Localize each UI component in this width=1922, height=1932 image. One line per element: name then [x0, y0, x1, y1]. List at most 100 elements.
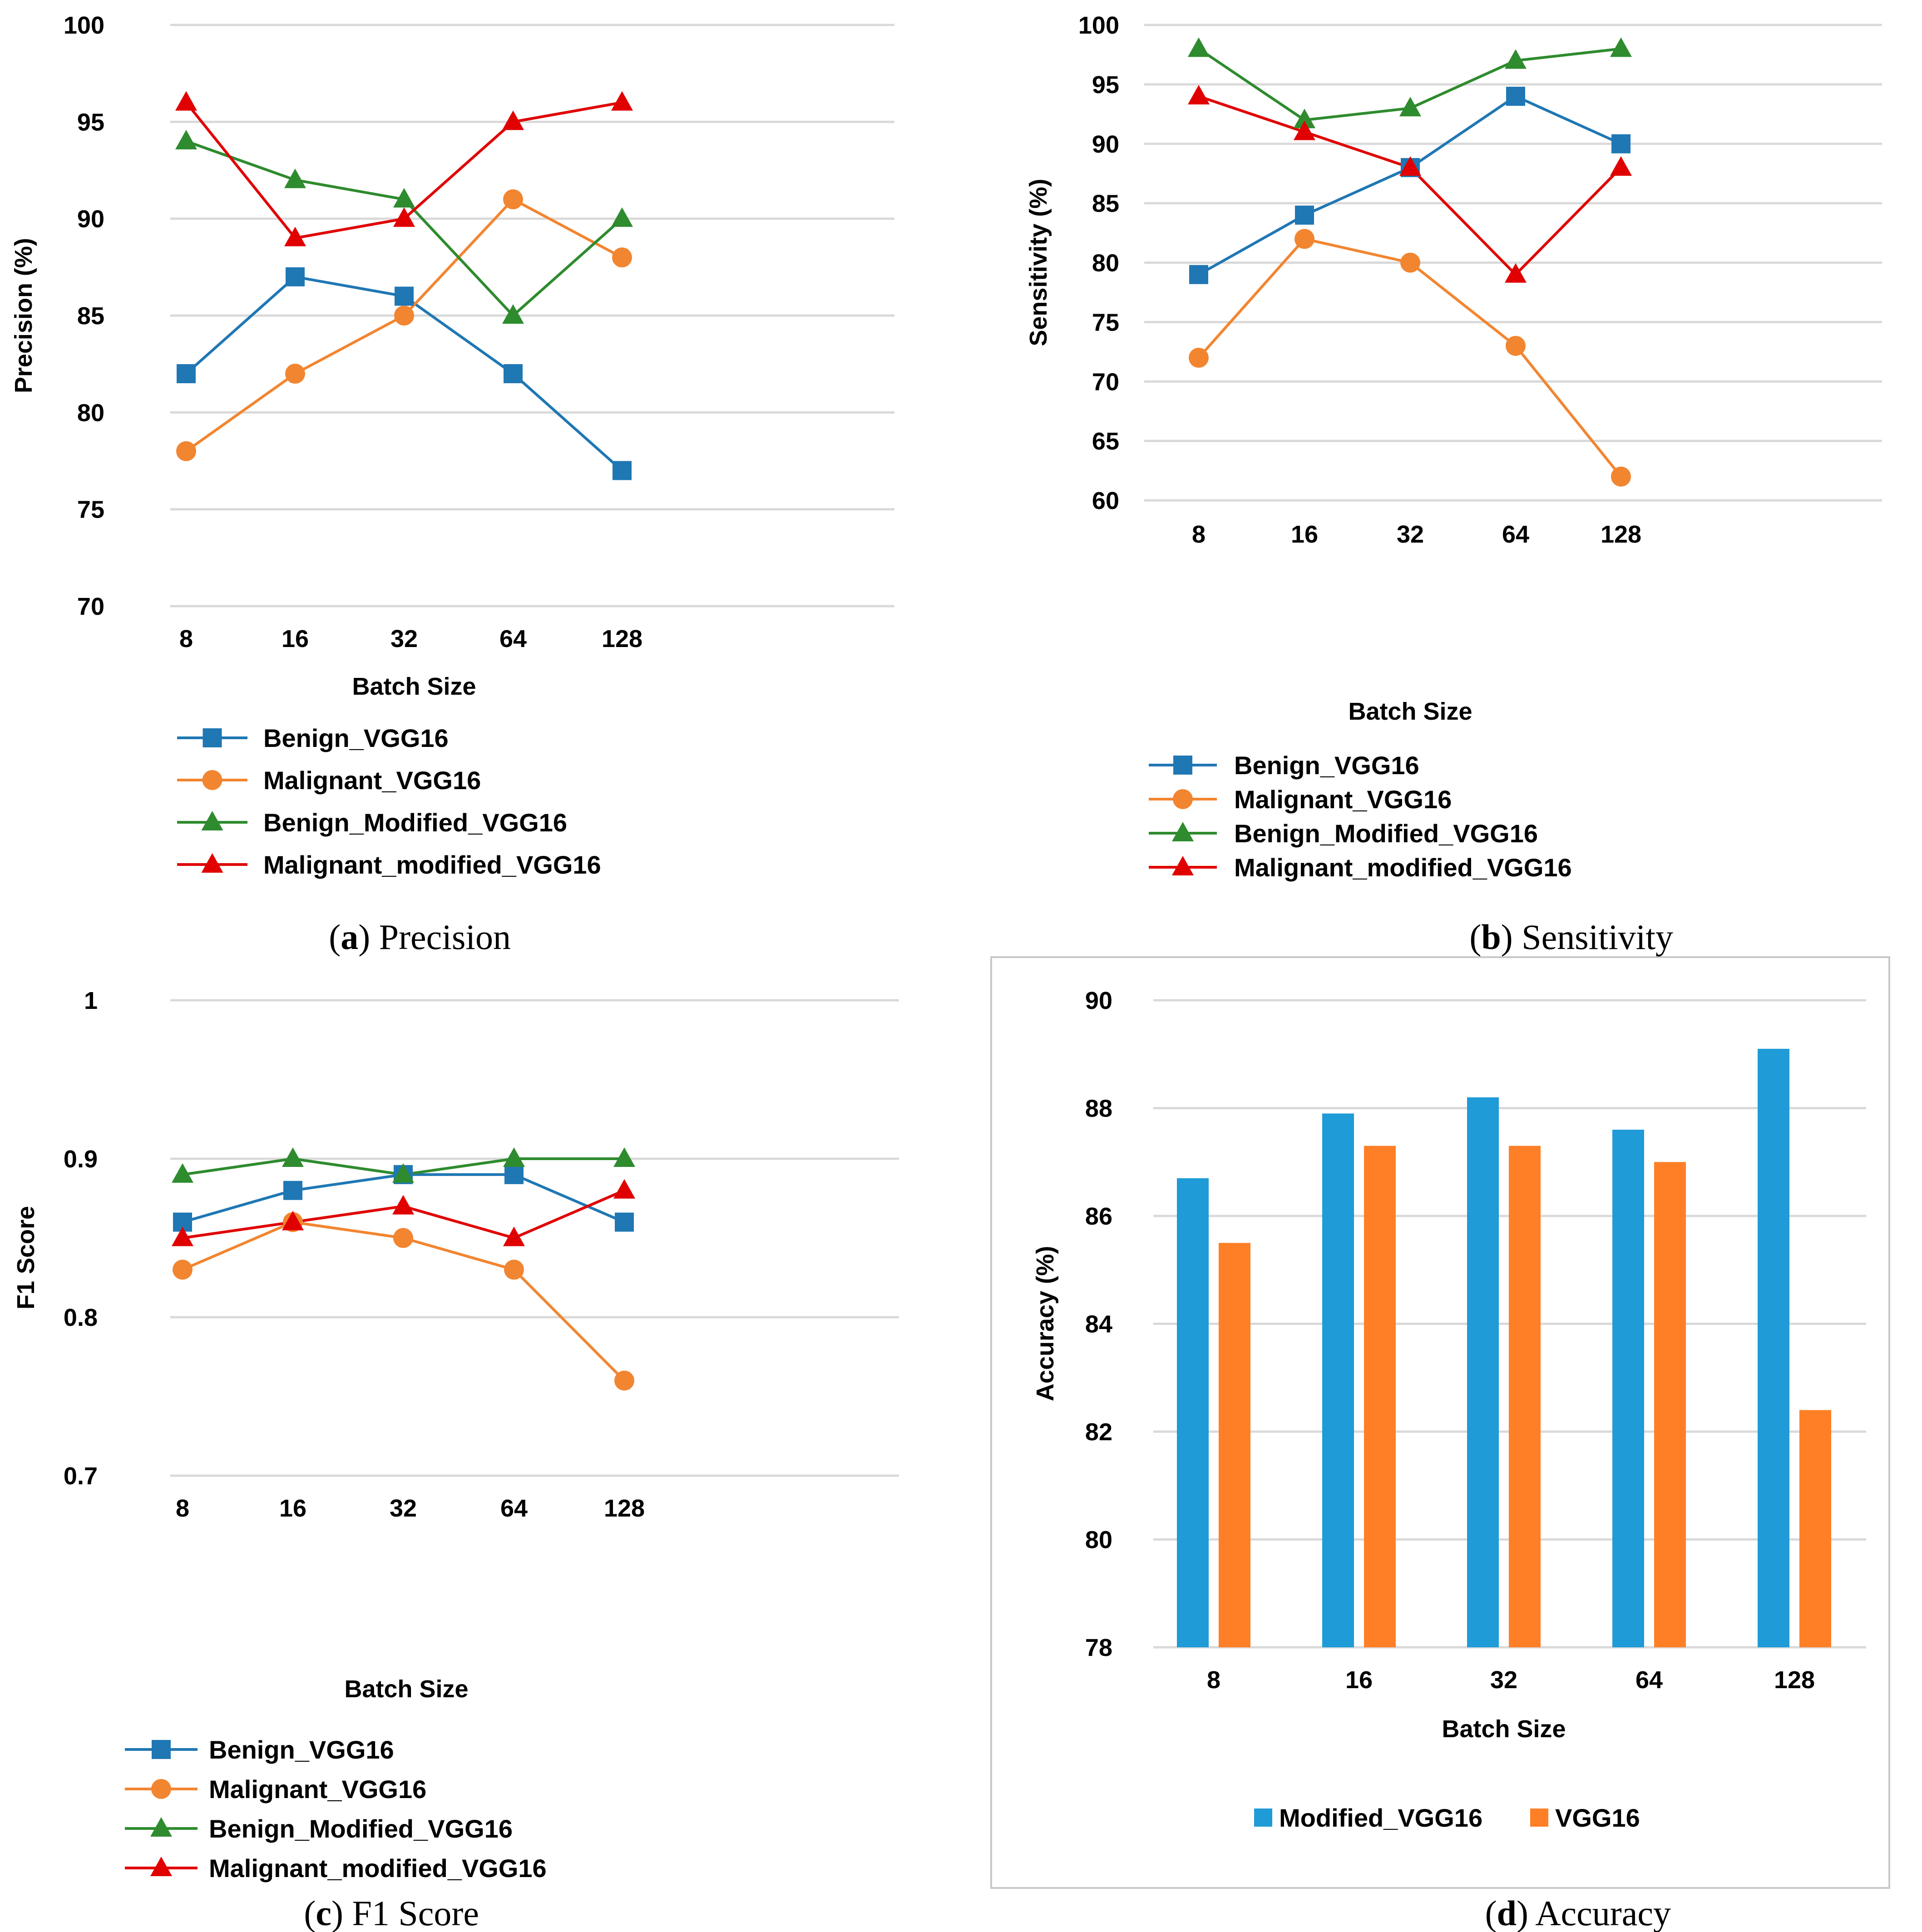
data-point-a-2 [284, 168, 306, 188]
y-tick-label-c: 0.8 [64, 1304, 98, 1331]
x-tick-label-a: 64 [499, 625, 527, 652]
legend-marker-b-0 [1173, 756, 1192, 775]
legend-label-d-1: VGG16 [1555, 1804, 1640, 1832]
data-point-c-0 [504, 1165, 524, 1184]
data-point-b-2 [1294, 109, 1315, 128]
y-tick-label-a: 75 [77, 496, 104, 524]
bar-d-0 [1758, 1048, 1789, 1647]
y-tick-label-c: 0.7 [64, 1463, 98, 1490]
legend-marker-a-3 [201, 853, 223, 873]
caption-text: Sensitivity [1522, 917, 1673, 957]
data-point-b-0 [1506, 87, 1525, 106]
legend-label-c-2: Benign_Modified_VGG16 [209, 1814, 513, 1843]
data-point-b-0 [1189, 265, 1208, 284]
y-tick-label-a: 100 [64, 12, 104, 39]
data-point-c-3 [503, 1226, 525, 1246]
data-point-a-0 [286, 267, 305, 287]
data-point-b-1 [1611, 466, 1631, 487]
caption-letter: c [316, 1893, 331, 1932]
y-tick-label-b: 80 [1092, 250, 1119, 277]
data-point-a-1 [285, 364, 305, 384]
bar-d-0 [1467, 1097, 1499, 1647]
legend-label-c-1: Malignant_VGG16 [209, 1775, 426, 1804]
y-tick-label-b: 75 [1092, 309, 1119, 336]
y-tick-label-d: 78 [1085, 1634, 1112, 1661]
data-point-b-2 [1399, 97, 1421, 117]
data-point-a-2 [393, 188, 415, 208]
data-point-c-3 [172, 1226, 193, 1246]
caption-paren: ) [358, 917, 379, 957]
data-point-a-3 [284, 227, 306, 247]
x-axis-title-d: Batch Size [1442, 1715, 1566, 1743]
y-axis-title-a: Precision (%) [10, 238, 37, 393]
y-tick-label-d: 90 [1085, 987, 1112, 1014]
legend-marker-c-2 [150, 1817, 172, 1837]
x-tick-label-c: 128 [604, 1495, 645, 1522]
bar-d-1 [1654, 1162, 1686, 1647]
y-tick-label-d: 80 [1085, 1527, 1112, 1554]
data-point-c-3 [392, 1195, 414, 1215]
y-axis-title-c: F1 Score [12, 1206, 40, 1309]
y-tick-label-d: 84 [1085, 1311, 1112, 1338]
data-point-b-2 [1610, 37, 1632, 57]
caption-paren: ( [304, 1893, 316, 1932]
x-axis-title-b: Batch Size [1348, 698, 1472, 725]
data-point-a-0 [504, 364, 523, 383]
caption-paren: ) [331, 1893, 352, 1932]
data-point-a-2 [175, 130, 197, 149]
caption-a: (a) Precision [329, 917, 511, 957]
data-point-a-3 [393, 207, 415, 227]
legend-label-b-3: Malignant_modified_VGG16 [1234, 853, 1572, 882]
caption-paren: ( [329, 917, 341, 957]
x-tick-label-c: 16 [279, 1495, 306, 1522]
legend-label-a-2: Benign_Modified_VGG16 [263, 808, 567, 837]
data-point-c-1 [393, 1228, 413, 1248]
caption-letter: b [1481, 917, 1501, 957]
data-point-b-0 [1611, 134, 1630, 153]
legend-marker-a-2 [201, 811, 223, 830]
y-tick-label-b: 65 [1092, 428, 1119, 455]
y-tick-label-b: 95 [1092, 71, 1119, 99]
caption-paren: ( [1469, 917, 1481, 957]
data-point-c-1 [173, 1260, 193, 1280]
data-point-b-1 [1189, 347, 1209, 368]
data-point-b-0 [1295, 205, 1314, 225]
bar-d-1 [1219, 1243, 1250, 1647]
x-tick-label-d: 32 [1490, 1666, 1517, 1694]
data-point-b-1 [1400, 252, 1420, 273]
legend-label-d-0: Modified_VGG16 [1279, 1804, 1482, 1832]
x-tick-label-b: 8 [1192, 521, 1206, 548]
bar-d-1 [1509, 1146, 1541, 1647]
legend-label-a-1: Malignant_VGG16 [263, 766, 481, 795]
data-point-a-1 [612, 247, 632, 267]
y-tick-label-a: 95 [77, 109, 104, 136]
legend-label-b-0: Benign_VGG16 [1234, 751, 1419, 780]
data-point-b-1 [1506, 336, 1526, 356]
y-tick-label-a: 70 [77, 593, 104, 620]
data-point-c-0 [283, 1181, 302, 1200]
data-point-b-3 [1294, 120, 1315, 140]
y-tick-label-a: 80 [77, 399, 104, 426]
y-tick-label-b: 60 [1092, 487, 1119, 514]
legend-swatch-d-0 [1254, 1808, 1272, 1827]
data-point-c-3 [613, 1179, 635, 1199]
data-point-c-2 [392, 1163, 414, 1183]
data-point-c-2 [503, 1147, 525, 1167]
legend-marker-b-1 [1173, 789, 1193, 809]
data-point-c-2 [172, 1163, 193, 1183]
legend-label-b-2: Benign_Modified_VGG16 [1234, 819, 1538, 848]
y-tick-label-b: 70 [1092, 368, 1119, 395]
caption-text: Precision [379, 917, 511, 957]
data-point-a-2 [502, 304, 524, 324]
x-tick-label-d: 8 [1207, 1666, 1220, 1694]
caption-text: Accuracy [1535, 1893, 1671, 1932]
x-axis-title-a: Batch Size [352, 673, 476, 700]
legend-label-a-3: Malignant_modified_VGG16 [263, 850, 601, 879]
x-tick-label-b: 32 [1397, 521, 1424, 548]
bar-d-1 [1799, 1410, 1831, 1647]
caption-letter: a [341, 917, 358, 957]
data-point-a-2 [611, 207, 633, 227]
bar-d-0 [1177, 1178, 1209, 1647]
y-tick-label-b: 90 [1092, 131, 1119, 158]
x-tick-label-b: 16 [1291, 521, 1318, 548]
